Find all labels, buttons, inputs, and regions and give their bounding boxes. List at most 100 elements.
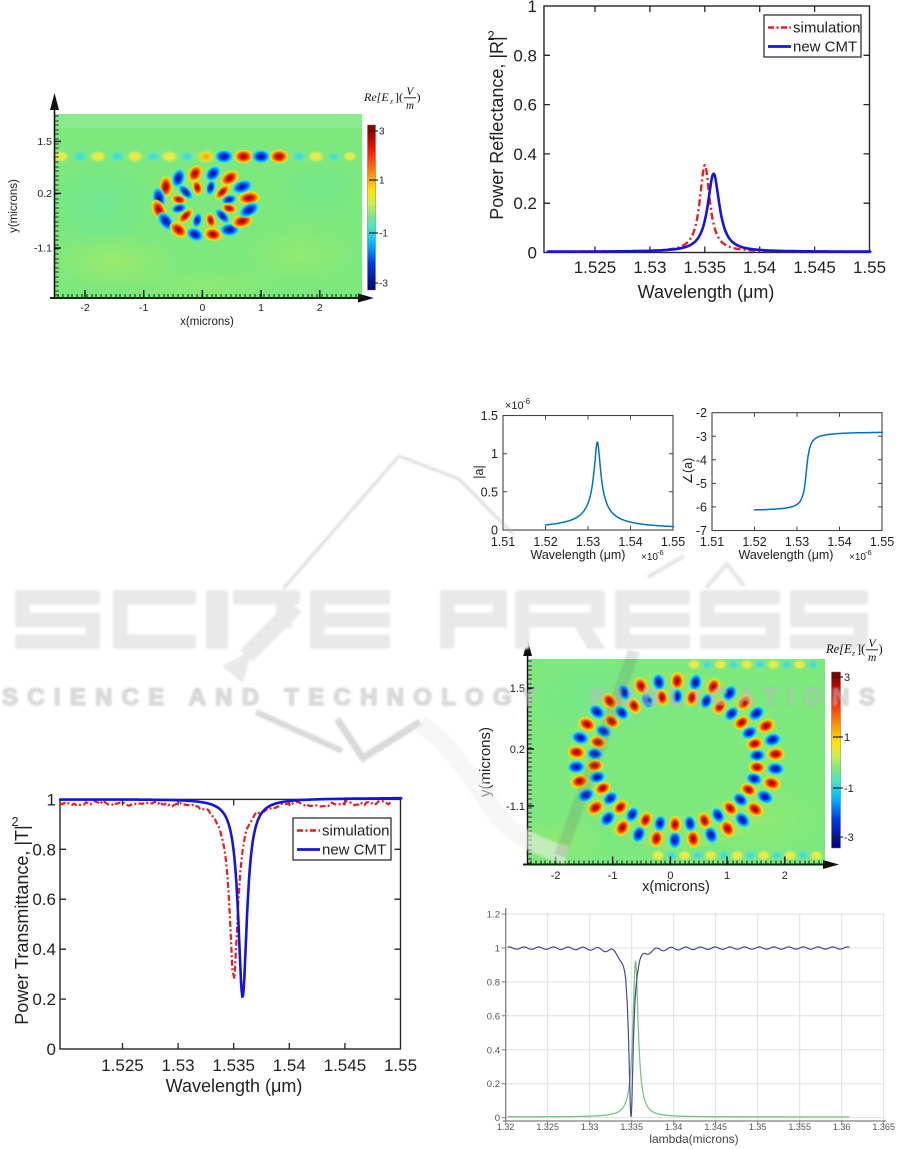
- svg-text:1.36: 1.36: [833, 1122, 851, 1132]
- svg-text:-4: -4: [696, 453, 707, 467]
- svg-text:0.6: 0.6: [32, 890, 56, 909]
- svg-text:1.535: 1.535: [684, 258, 727, 277]
- svg-text:): ): [417, 90, 421, 104]
- svg-text:1: 1: [724, 870, 730, 882]
- svg-text:1.53: 1.53: [576, 535, 600, 549]
- svg-text:1.545: 1.545: [793, 258, 836, 277]
- svg-text:1.345: 1.345: [704, 1122, 727, 1132]
- svg-text:0.8: 0.8: [513, 46, 537, 65]
- svg-text:×10: ×10: [641, 552, 658, 563]
- svg-text:x(microns): x(microns): [180, 316, 234, 328]
- svg-text:0.4: 0.4: [32, 940, 56, 959]
- svg-text:1.365: 1.365: [872, 1122, 895, 1132]
- svg-text:1.53: 1.53: [785, 535, 809, 549]
- svg-text:simulation: simulation: [793, 20, 861, 37]
- svg-text:1.54: 1.54: [618, 535, 642, 549]
- svg-text:1: 1: [528, 0, 537, 16]
- svg-text:0.8: 0.8: [32, 840, 56, 859]
- svg-text:1.35: 1.35: [749, 1122, 767, 1132]
- svg-text:1: 1: [495, 944, 500, 955]
- svg-text:0: 0: [47, 1040, 56, 1059]
- svg-text:new CMT: new CMT: [322, 842, 386, 859]
- svg-text:Wavelength (μm): Wavelength (μm): [638, 282, 775, 302]
- svg-text:-1.1: -1.1: [34, 243, 52, 255]
- svg-text:0.2: 0.2: [510, 744, 525, 756]
- svg-text:1.33: 1.33: [581, 1122, 599, 1132]
- svg-text:-1: -1: [608, 870, 618, 882]
- svg-text:SCIENCE AND TECHNOLOGY: SCIENCE AND TECHNOLOGY: [2, 684, 540, 711]
- svg-text:1.53: 1.53: [162, 1056, 195, 1075]
- svg-text:2: 2: [782, 870, 788, 882]
- svg-text:simulation: simulation: [322, 823, 390, 840]
- svg-text:1.52: 1.52: [742, 535, 766, 549]
- svg-text:1.355: 1.355: [788, 1122, 811, 1132]
- svg-text:Wavelength (μm): Wavelength (μm): [166, 1076, 303, 1096]
- svg-text:): ): [879, 642, 883, 656]
- svg-text:1: 1: [258, 302, 264, 314]
- svg-text:0: 0: [528, 244, 537, 263]
- svg-text:1.525: 1.525: [101, 1056, 144, 1075]
- svg-text:0.6: 0.6: [487, 1011, 500, 1022]
- svg-text:V: V: [407, 86, 415, 98]
- svg-text:2: 2: [317, 302, 323, 314]
- svg-text:1: 1: [844, 732, 850, 744]
- svg-text:Wavelength (μm): Wavelength (μm): [739, 548, 834, 562]
- svg-text:](: ](: [395, 90, 403, 104]
- svg-text:1.545: 1.545: [324, 1056, 367, 1075]
- svg-text:0.4: 0.4: [513, 145, 537, 164]
- svg-text:×10: ×10: [505, 400, 524, 412]
- svg-text:1.5: 1.5: [37, 136, 52, 148]
- svg-text:1.32: 1.32: [497, 1122, 515, 1132]
- svg-text:1.535: 1.535: [212, 1056, 255, 1075]
- svg-text:0.2: 0.2: [32, 990, 56, 1009]
- svg-text:-2: -2: [80, 302, 89, 314]
- svg-text:0.6: 0.6: [513, 96, 537, 115]
- svg-text:1.34: 1.34: [665, 1122, 683, 1132]
- svg-text:2: 2: [488, 29, 495, 43]
- svg-text:-7: -7: [696, 524, 707, 538]
- svg-text:Power Transmittance, |T|: Power Transmittance, |T|: [12, 825, 32, 1024]
- svg-text:1.5: 1.5: [510, 683, 525, 695]
- svg-text:1.325: 1.325: [536, 1122, 559, 1132]
- svg-text:2: 2: [12, 815, 19, 829]
- svg-text:1.51: 1.51: [491, 535, 515, 549]
- svg-text:1.54: 1.54: [273, 1056, 306, 1075]
- svg-text:1.53: 1.53: [633, 258, 666, 277]
- svg-text:1: 1: [47, 790, 56, 809]
- svg-text:0.5: 0.5: [481, 485, 498, 499]
- svg-text:y(microns): y(microns): [8, 179, 20, 233]
- svg-text:1.51: 1.51: [700, 535, 724, 549]
- svg-text:1.2: 1.2: [487, 910, 500, 921]
- svg-text:-1: -1: [139, 302, 148, 314]
- svg-text:1.55: 1.55: [661, 535, 685, 549]
- svg-text:0: 0: [667, 870, 673, 882]
- svg-text:0.8: 0.8: [487, 977, 500, 988]
- svg-text:1.54: 1.54: [827, 535, 851, 549]
- svg-text:1: 1: [491, 447, 498, 461]
- svg-text:1.54: 1.54: [743, 258, 776, 277]
- svg-text:Wavelength (μm): Wavelength (μm): [531, 548, 626, 562]
- svg-text:×10: ×10: [849, 552, 866, 563]
- svg-text:-1.1: -1.1: [506, 801, 525, 813]
- svg-text:-3: -3: [379, 279, 388, 290]
- svg-text:∠(a): ∠(a): [681, 458, 695, 484]
- svg-text:1: 1: [379, 176, 385, 187]
- svg-text:Power Reflectance, |R|: Power Reflectance, |R|: [487, 36, 507, 219]
- svg-text:x(microns): x(microns): [642, 879, 710, 895]
- svg-text:0.2: 0.2: [37, 188, 52, 200]
- svg-text:z: z: [851, 649, 855, 658]
- svg-text:1.55: 1.55: [870, 535, 894, 549]
- svg-text:-6: -6: [523, 397, 531, 406]
- svg-text:-1: -1: [379, 229, 388, 240]
- svg-text:z: z: [389, 97, 393, 106]
- svg-text:m: m: [868, 652, 876, 664]
- svg-text:0.2: 0.2: [513, 194, 537, 213]
- svg-text:1.335: 1.335: [620, 1122, 643, 1132]
- svg-text:-3: -3: [844, 832, 854, 844]
- svg-text:-2: -2: [551, 870, 561, 882]
- svg-text:3: 3: [379, 127, 385, 138]
- svg-text:new CMT: new CMT: [793, 39, 857, 56]
- svg-text:|a|: |a|: [472, 465, 486, 478]
- svg-text:lambda(microns): lambda(microns): [649, 1132, 738, 1146]
- svg-text:](: ](: [857, 642, 865, 656]
